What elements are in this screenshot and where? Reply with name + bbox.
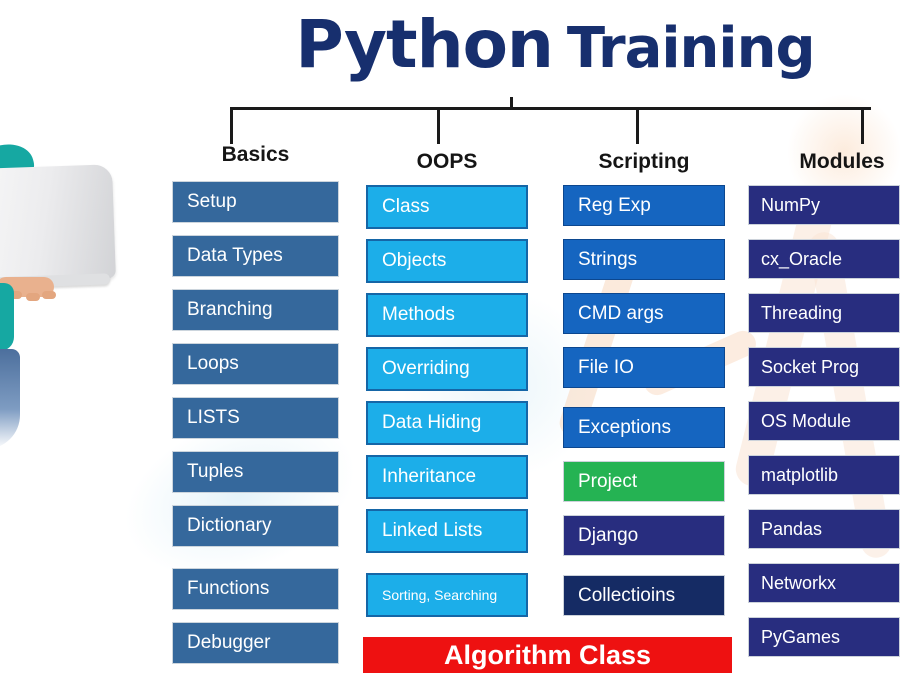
column-basics: Basics Setup Data Types Branching Loops LISTS… xyxy=(172,143,339,676)
finger xyxy=(42,291,56,299)
column-scripting: Scripting Reg Exp Strings CMD args File IO Ex… xyxy=(563,143,725,629)
topic-box-collectioins: Collectioins xyxy=(563,575,725,616)
column-header-scripting: Scripting xyxy=(598,150,690,173)
topic-box-cmd-args: CMD args xyxy=(563,293,725,334)
laptop-base xyxy=(0,273,111,290)
topic-box-sorting-searching: Sorting, Searching xyxy=(366,573,528,617)
tree-drop-oops xyxy=(437,109,440,144)
topic-box-threading: Threading xyxy=(748,293,900,333)
topic-box-branching: Branching xyxy=(172,289,339,331)
tree-center-tick xyxy=(510,97,513,108)
topic-box-project: Project xyxy=(563,461,725,502)
topic-box-debugger: Debugger xyxy=(172,622,339,664)
page-title: Python Training xyxy=(235,6,875,83)
topic-box-os-module: OS Module xyxy=(748,401,900,441)
topic-box-django: Django xyxy=(563,515,725,556)
person-with-laptop xyxy=(0,138,170,465)
topic-box-reg-exp: Reg Exp xyxy=(563,185,725,226)
shirt-torso xyxy=(0,283,14,351)
column-header-modules: Modules xyxy=(799,150,885,173)
laptop xyxy=(0,164,116,284)
topic-box-numpy: NumPy xyxy=(748,185,900,225)
topic-box-linked-lists: Linked Lists xyxy=(366,509,528,553)
topic-box-data-hiding: Data Hiding xyxy=(366,401,528,445)
topic-box-matplotlib: matplotlib xyxy=(748,455,900,495)
topic-box-socket-prog: Socket Prog xyxy=(748,347,900,387)
topic-box-lists: LISTS xyxy=(172,397,339,439)
topic-box-tuples: Tuples xyxy=(172,451,339,493)
topic-box-methods: Methods xyxy=(366,293,528,337)
column-header-oops: OOPS xyxy=(416,150,478,173)
topic-box-networkx: Networkx xyxy=(748,563,900,603)
topic-box-exceptions: Exceptions xyxy=(563,407,725,448)
topic-box-objects: Objects xyxy=(366,239,528,283)
topic-box-data-types: Data Types xyxy=(172,235,339,277)
topic-box-pygames: PyGames xyxy=(748,617,900,657)
topic-box-overriding: Overriding xyxy=(366,347,528,391)
column-modules: Modules NumPy cx_Oracle Threading Socket Pro… xyxy=(748,143,900,671)
hand xyxy=(0,277,54,297)
column-header-basics: Basics xyxy=(221,143,290,166)
topic-box-loops: Loops xyxy=(172,343,339,385)
algorithm-class-banner: Algorithm Class xyxy=(363,637,732,673)
jeans xyxy=(0,349,20,449)
tree-drop-basics xyxy=(230,109,233,144)
topic-box-class: Class xyxy=(366,185,528,229)
tree-horizontal-line xyxy=(230,107,871,110)
finger xyxy=(8,291,22,299)
topic-box-functions: Functions xyxy=(172,568,339,610)
topic-box-dictionary: Dictionary xyxy=(172,505,339,547)
finger xyxy=(26,293,40,301)
topic-box-file-io: File IO xyxy=(563,347,725,388)
topic-box-strings: Strings xyxy=(563,239,725,280)
column-oops: OOPS Class Objects Methods Overriding Data Hi… xyxy=(366,143,528,627)
tree-drop-modules xyxy=(861,109,864,144)
topic-box-pandas: Pandas xyxy=(748,509,900,549)
title-word-training: Training xyxy=(566,16,816,81)
shirt-sleeve xyxy=(0,138,39,196)
tree-drop-scripting xyxy=(636,109,639,144)
topic-box-cx-oracle: cx_Oracle xyxy=(748,239,900,279)
topic-box-setup: Setup xyxy=(172,181,339,223)
title-word-python: Python xyxy=(295,6,553,83)
topic-box-inheritance: Inheritance xyxy=(366,455,528,499)
